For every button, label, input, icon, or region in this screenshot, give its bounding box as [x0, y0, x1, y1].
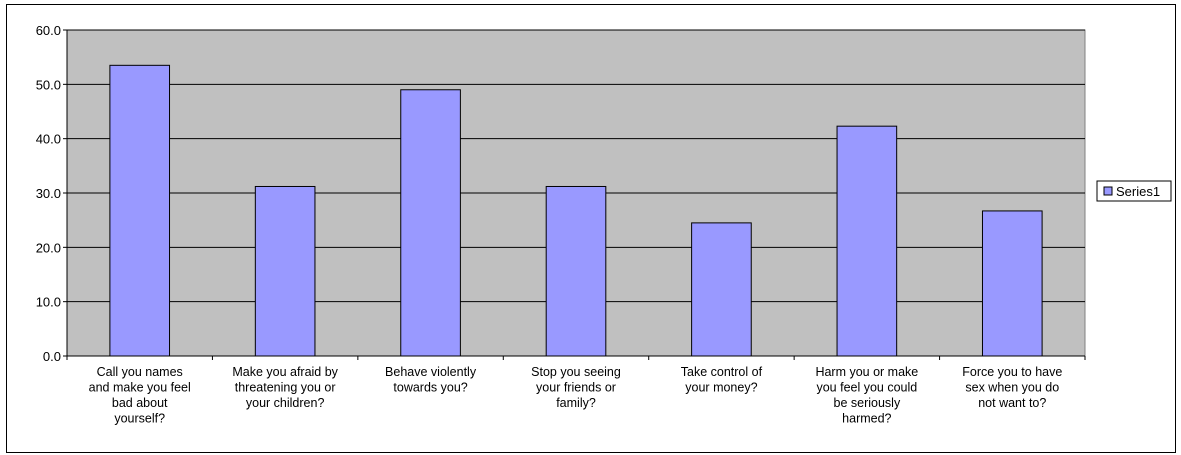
- y-tick-label: 20.0: [36, 240, 61, 255]
- y-tick-label: 60.0: [36, 23, 61, 38]
- y-tick-label: 10.0: [36, 295, 61, 310]
- category-label: Force you to have sex when you do not want…: [962, 365, 1062, 410]
- bars: [109, 64, 1043, 357]
- axes: [63, 29, 1086, 360]
- bar: [109, 64, 171, 357]
- category-labels: Call you names and make you feel bad about…: [89, 365, 1063, 426]
- bar: [400, 89, 461, 357]
- category-label: Make you afraid by threatening you or your…: [232, 365, 338, 410]
- category-label: Harm you or make you feel you could be ser…: [815, 365, 918, 426]
- category-label: Stop you seeing your friends or family?: [531, 365, 621, 410]
- y-tick-label: 40.0: [36, 132, 61, 147]
- legend-label: Series1: [1116, 184, 1160, 199]
- category-label: Take control of your money?: [681, 365, 763, 395]
- chart-frame: 0.0 10.0 20.0 30.0 40.0 50.0 60.0 Call you nam…: [6, 4, 1176, 453]
- y-tick-label: 30.0: [36, 186, 61, 201]
- bar: [545, 185, 607, 357]
- y-tick-label: 50.0: [36, 77, 61, 92]
- bar: [691, 222, 752, 357]
- bar-chart: 0.0 10.0 20.0 30.0 40.0 50.0 60.0 Call you nam…: [36, 23, 1172, 426]
- bar: [254, 185, 316, 357]
- category-label: Call you names and make you feel bad about…: [89, 365, 191, 426]
- legend: Series1: [1096, 180, 1172, 202]
- legend-swatch: [1103, 186, 1113, 196]
- legend-box: [1096, 180, 1172, 202]
- category-label: Behave violently towards you?: [385, 365, 477, 395]
- y-tick-labels: 0.0 10.0 20.0 30.0 40.0 50.0 60.0: [36, 23, 61, 364]
- gridlines: [67, 29, 1085, 303]
- bar: [981, 210, 1043, 357]
- y-tick-label: 0.0: [43, 349, 61, 364]
- bar: [836, 125, 898, 357]
